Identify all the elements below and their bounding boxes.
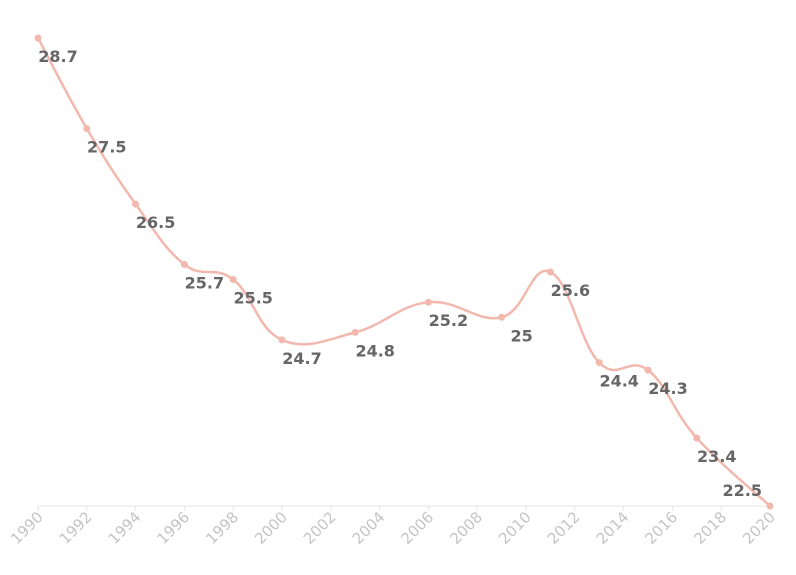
data-point — [132, 200, 140, 208]
data-point — [34, 34, 42, 42]
data-point — [766, 502, 774, 510]
x-tick-label: 2002 — [300, 508, 340, 548]
data-label: 26.5 — [136, 213, 175, 232]
data-label: 23.4 — [697, 447, 736, 466]
x-tick-label: 1992 — [56, 508, 96, 548]
data-point — [351, 328, 359, 336]
data-point — [595, 359, 603, 367]
x-tick-label: 2018 — [690, 508, 730, 548]
data-label: 24.4 — [599, 372, 638, 391]
x-tick-label: 2004 — [349, 508, 389, 548]
data-label: 25.5 — [233, 289, 272, 308]
data-point — [424, 298, 432, 306]
x-tick-label: 2020 — [739, 508, 779, 548]
x-tick-label: 1996 — [153, 508, 193, 548]
x-tick-label: 1994 — [105, 508, 145, 548]
x-tick-label: 2000 — [251, 508, 291, 548]
data-label: 25.6 — [551, 281, 590, 300]
x-tick-label: 2014 — [593, 508, 633, 548]
x-tick-label: 1990 — [7, 508, 47, 548]
x-tick-label: 2008 — [446, 508, 486, 548]
data-point — [180, 260, 188, 268]
data-labels: 28.7 27.5 26.5 25.7 25.5 24.7 24.8 25.2 25 25.6 24… — [38, 47, 762, 500]
x-axis-ticks: 1990 1992 1994 1996 1998 2000 2002 2004 2006 2008… — [7, 506, 779, 548]
x-tick-label: 2012 — [544, 508, 584, 548]
data-points — [34, 34, 774, 510]
data-label: 25.2 — [429, 311, 468, 330]
data-label: 24.8 — [355, 341, 394, 360]
data-point — [644, 366, 652, 374]
x-tick-label: 1998 — [202, 508, 242, 548]
data-label: 25 — [510, 326, 532, 345]
data-point — [546, 268, 554, 276]
x-tick-label: 2006 — [397, 508, 437, 548]
data-point — [229, 276, 237, 284]
x-tick-label: 2010 — [495, 508, 535, 548]
data-label: 24.3 — [648, 379, 687, 398]
data-point — [278, 336, 286, 344]
data-label: 25.7 — [185, 273, 224, 292]
data-point — [83, 125, 91, 133]
data-point — [498, 313, 506, 321]
data-label: 28.7 — [38, 47, 77, 66]
data-label: 22.5 — [723, 481, 762, 500]
series-line — [36, 37, 771, 507]
x-tick-label: 2016 — [641, 508, 681, 548]
data-point — [693, 434, 701, 442]
data-label: 27.5 — [87, 138, 126, 157]
data-label: 24.7 — [282, 349, 321, 368]
